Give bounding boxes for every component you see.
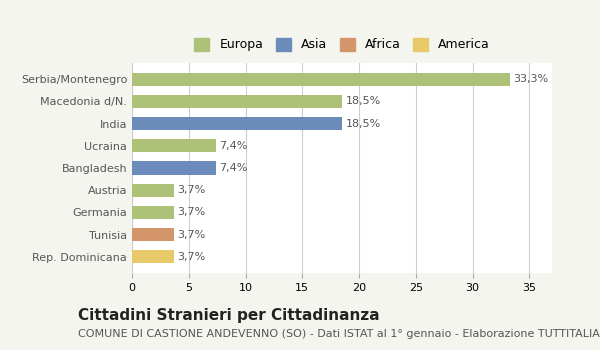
Text: 7,4%: 7,4%: [220, 163, 248, 173]
Text: 3,7%: 3,7%: [178, 230, 206, 240]
Text: 33,3%: 33,3%: [514, 74, 548, 84]
Bar: [132, 206, 174, 219]
Bar: [132, 250, 174, 264]
Bar: [132, 95, 342, 108]
Legend: Europa, Asia, Africa, America: Europa, Asia, Africa, America: [188, 32, 496, 58]
Bar: [132, 183, 174, 197]
Bar: [132, 117, 342, 130]
Text: 3,7%: 3,7%: [178, 208, 206, 217]
Bar: [132, 72, 510, 86]
Text: 3,7%: 3,7%: [178, 252, 206, 262]
Bar: [132, 228, 174, 241]
Text: Cittadini Stranieri per Cittadinanza: Cittadini Stranieri per Cittadinanza: [78, 308, 380, 323]
Bar: [132, 161, 216, 175]
Text: 3,7%: 3,7%: [178, 185, 206, 195]
Text: 7,4%: 7,4%: [220, 141, 248, 151]
Text: COMUNE DI CASTIONE ANDEVENNO (SO) - Dati ISTAT al 1° gennaio - Elaborazione TUTT: COMUNE DI CASTIONE ANDEVENNO (SO) - Dati…: [78, 329, 600, 339]
Text: 18,5%: 18,5%: [346, 119, 380, 128]
Bar: [132, 139, 216, 153]
Text: 18,5%: 18,5%: [346, 96, 380, 106]
